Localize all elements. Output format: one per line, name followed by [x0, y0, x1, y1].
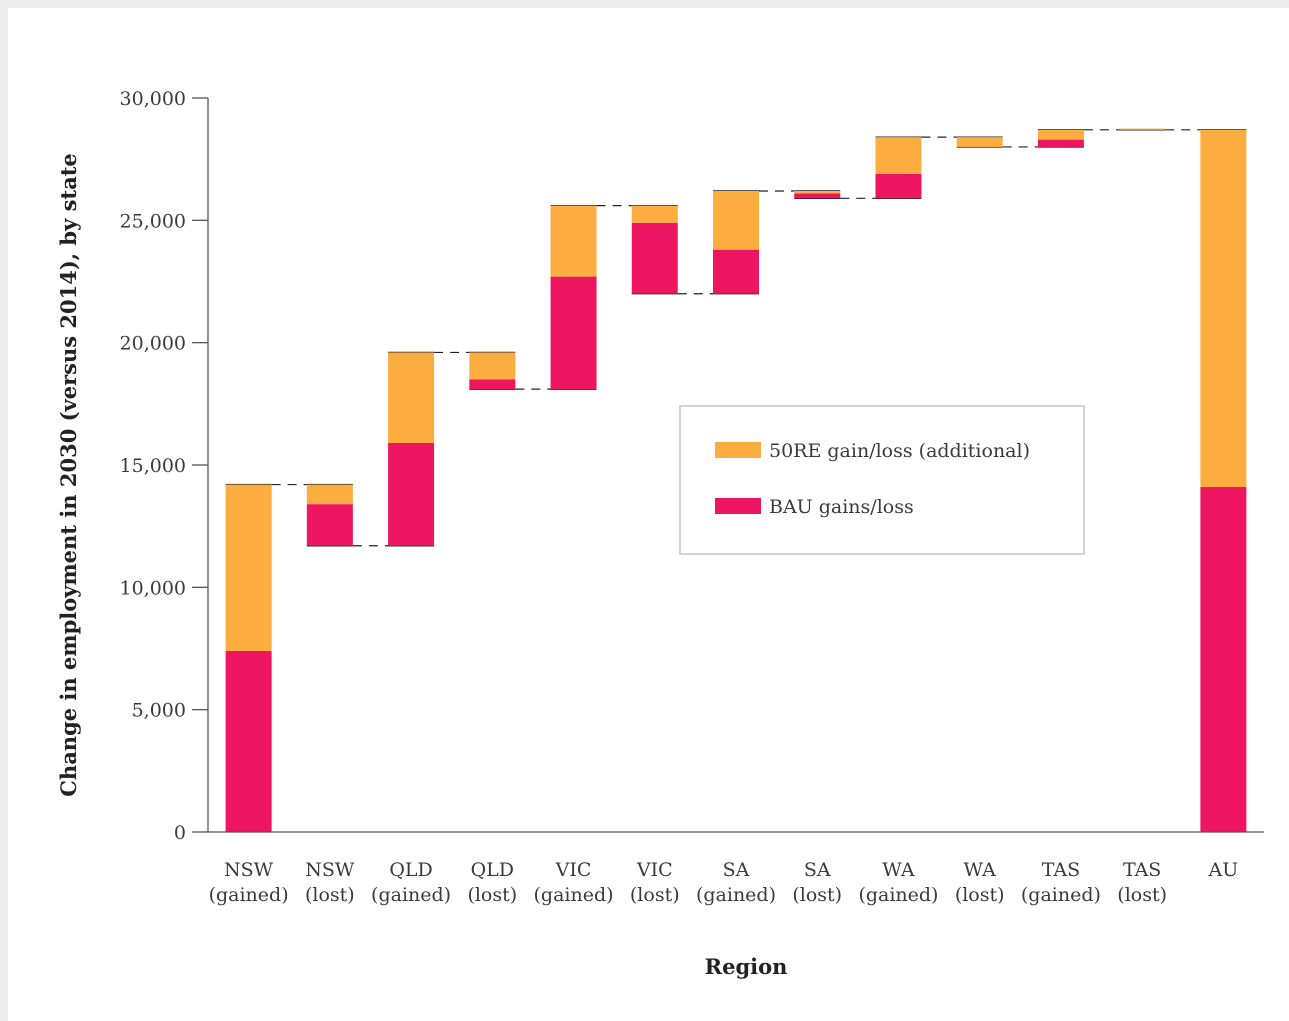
y-tick-label: 5,000: [132, 700, 186, 722]
x-tick-sublabel: (gained): [209, 884, 289, 906]
y-tick-label: 15,000: [120, 455, 186, 477]
bar-segment: [1200, 129, 1247, 488]
x-tick-label: TAS: [1123, 859, 1161, 881]
x-tick-sublabel: (gained): [696, 884, 776, 906]
bar-segment: [794, 193, 841, 199]
bar-segment: [225, 650, 272, 832]
bar-segment: [469, 379, 516, 390]
bar-segment: [388, 442, 435, 546]
bar-segment: [713, 249, 759, 294]
x-tick-label: QLD: [471, 859, 514, 881]
x-tick-label: TAS: [1042, 859, 1080, 881]
bar-segment: [550, 276, 597, 390]
x-tick-sublabel: (gained): [371, 884, 451, 906]
bar-segment: [631, 205, 678, 223]
x-tick-label: VIC: [555, 859, 592, 881]
x-tick-label: WA: [882, 859, 915, 881]
legend-label: 50RE gain/loss (additional): [769, 440, 1030, 462]
legend-label: BAU gains/loss: [769, 496, 914, 518]
y-tick-label: 0: [174, 822, 186, 844]
legend-box: [679, 405, 1085, 555]
bar-segment: [225, 484, 272, 651]
x-tick-label: VIC: [636, 859, 673, 881]
y-axis-ticks: 0 5,000 10,000 15,000 20,000 25,000 30,000: [120, 88, 208, 844]
x-tick-sublabel: (gained): [1021, 884, 1101, 906]
x-tick-sublabel: (gained): [534, 884, 614, 906]
x-tick-sublabel: (lost): [467, 884, 517, 906]
x-tick-label: SA: [723, 859, 750, 881]
bar-segment: [306, 504, 353, 546]
bar-segment: [388, 352, 435, 443]
x-tick-sublabel: (lost): [955, 884, 1005, 906]
bar-segment: [875, 137, 922, 174]
bar-segment: [1119, 128, 1166, 130]
x-tick-label: SA: [804, 859, 831, 881]
x-tick-label: NSW: [224, 859, 274, 881]
bar-segment: [469, 352, 516, 380]
x-tick-label: AU: [1208, 859, 1239, 881]
y-axis-title: Change in employment in 2030 (versus 201…: [56, 153, 81, 797]
y-tick-label: 25,000: [120, 210, 186, 232]
x-axis-title: Region: [705, 954, 788, 979]
x-tick-sublabel: (lost): [1117, 884, 1167, 906]
x-tick-label: QLD: [389, 859, 432, 881]
x-tick-sublabel: (lost): [792, 884, 842, 906]
y-tick-label: 10,000: [120, 577, 186, 599]
bar-segment: [1200, 487, 1247, 832]
bar-segment: [956, 137, 1003, 147]
bar-segment: [631, 222, 678, 294]
bar-segment: [713, 190, 759, 250]
y-tick-label: 20,000: [120, 333, 186, 355]
bar-segment: [875, 173, 922, 199]
bar-segment: [1037, 129, 1084, 140]
x-tick-sublabel: (gained): [858, 884, 938, 906]
x-tick-label: NSW: [305, 859, 355, 881]
y-tick-label: 30,000: [120, 88, 186, 110]
bar-segment: [1037, 139, 1084, 147]
waterfall-chart: 0 5,000 10,000 15,000 20,000 25,000 30,000 NSW…: [56, 88, 1264, 979]
legend-swatch: [715, 498, 761, 514]
x-tick-sublabel: (lost): [305, 884, 355, 906]
chart-panel: 0 5,000 10,000 15,000 20,000 25,000 30,000 NSW…: [8, 8, 1289, 1021]
x-axis-ticks: NSW (gained) NSW (lost) QLD (gained) QLD (lost)…: [209, 859, 1239, 906]
bar-segment: [306, 484, 353, 505]
legend-swatch: [715, 442, 761, 458]
bars: [225, 128, 1247, 832]
legend: 50RE gain/loss (additional) BAU gains/los…: [679, 405, 1085, 555]
bar-segment: [550, 205, 597, 277]
x-tick-sublabel: (lost): [630, 884, 680, 906]
bar-segment: [794, 190, 841, 194]
x-tick-label: WA: [964, 859, 997, 881]
